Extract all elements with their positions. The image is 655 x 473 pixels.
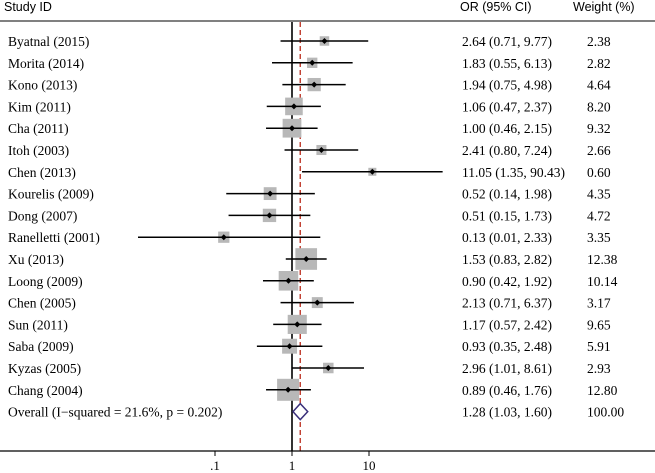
study-or-ci: 0.89 (0.46, 1.76)	[462, 383, 552, 398]
study-weight: 10.14	[587, 274, 618, 289]
study-or-ci: 0.90 (0.42, 1.92)	[462, 274, 552, 289]
study-weight: 12.80	[587, 383, 618, 398]
study-or-ci: 0.13 (0.01, 2.33)	[462, 230, 552, 245]
study-or-ci: 2.41 (0.80, 7.24)	[462, 143, 552, 158]
point-estimate	[285, 386, 292, 393]
study-label: Xu (2013)	[8, 252, 64, 267]
point-estimate	[311, 81, 318, 88]
overall-weight: 100.00	[587, 405, 624, 420]
study-or-ci: 2.96 (1.01, 8.61)	[462, 361, 552, 376]
study-or-ci: 2.64 (0.71, 9.77)	[462, 34, 552, 49]
study-weight: 5.91	[587, 339, 611, 354]
overall-or-ci: 1.28 (1.03, 1.60)	[462, 405, 552, 420]
header-weight: Weight (%)	[573, 0, 635, 14]
x-tick-label: .1	[210, 458, 220, 473]
study-label: Kono (2013)	[8, 78, 77, 93]
study-or-ci: 11.05 (1.35, 90.43)	[462, 165, 565, 180]
study-weight: 9.65	[587, 317, 611, 332]
study-weight: 4.72	[587, 208, 611, 223]
point-estimate	[303, 256, 310, 262]
overall-diamond	[291, 402, 309, 421]
point-estimate	[267, 190, 274, 197]
study-label: Chen (2005)	[8, 296, 76, 311]
study-or-ci: 0.51 (0.15, 1.73)	[462, 208, 552, 223]
study-or-ci: 0.52 (0.14, 1.98)	[462, 187, 552, 202]
plot-area: .1 1 10 Byatnal (2015) 2.64 (0.71, 9.77) 2.38…	[0, 22, 655, 473]
overall-label: Overall (I−squared = 21.6%, p = 0.202)	[8, 405, 222, 420]
study-weight: 2.66	[587, 143, 611, 158]
study-weight: 2.93	[587, 361, 611, 376]
study-label: Byatnal (2015)	[8, 34, 89, 49]
study-label: Sun (2011)	[8, 317, 68, 332]
study-label: Morita (2014)	[8, 56, 84, 71]
study-or-ci: 1.83 (0.55, 6.13)	[462, 56, 552, 71]
study-weight: 4.64	[587, 78, 611, 93]
study-label: Itoh (2003)	[8, 143, 69, 158]
study-weight: 3.35	[587, 230, 611, 245]
study-label: Kourelis (2009)	[8, 187, 94, 202]
study-or-ci: 0.93 (0.35, 2.48)	[462, 339, 552, 354]
point-estimate	[314, 299, 321, 306]
study-or-ci: 1.00 (0.46, 2.15)	[462, 121, 552, 136]
study-or-ci: 1.53 (0.83, 2.82)	[462, 252, 552, 267]
study-or-ci: 2.13 (0.71, 6.37)	[462, 296, 552, 311]
study-label: Kyzas (2005)	[8, 361, 81, 376]
study-or-ci: 1.06 (0.47, 2.37)	[462, 99, 552, 114]
point-estimate	[220, 234, 227, 241]
study-label: Cha (2011)	[8, 121, 69, 136]
study-label: Dong (2007)	[8, 208, 77, 223]
study-weight: 8.20	[587, 99, 611, 114]
study-weight: 3.17	[587, 296, 611, 311]
point-estimate	[294, 321, 301, 328]
point-estimate	[289, 125, 295, 132]
study-weight: 9.32	[587, 121, 611, 136]
point-estimate	[321, 38, 328, 44]
point-estimate	[285, 277, 292, 284]
study-label: Kim (2011)	[8, 99, 71, 114]
study-weight: 2.38	[587, 34, 611, 49]
study-or-ci: 1.17 (0.57, 2.42)	[462, 317, 552, 332]
study-or-ci: 1.94 (0.75, 4.98)	[462, 78, 552, 93]
point-estimate	[286, 343, 293, 350]
study-label: Ranelletti (2001)	[8, 230, 100, 245]
header-study-id: Study ID	[4, 0, 52, 14]
study-label: Chen (2013)	[8, 165, 76, 180]
point-estimate	[266, 212, 273, 219]
study-weight: 12.38	[587, 252, 618, 267]
point-estimate	[318, 147, 325, 153]
point-estimate	[325, 365, 332, 371]
point-estimate	[369, 168, 376, 175]
study-weight: 0.60	[587, 165, 611, 180]
x-tick-label: 1	[289, 458, 296, 473]
study-label: Saba (2009)	[8, 339, 74, 354]
study-label: Chang (2004)	[8, 383, 83, 398]
x-tick-label: 10	[363, 458, 376, 473]
point-estimate	[309, 59, 316, 66]
study-weight: 2.82	[587, 56, 611, 71]
header-or-ci: OR (95% CI)	[460, 0, 532, 14]
point-estimate	[290, 103, 297, 110]
study-weight: 4.35	[587, 187, 611, 202]
study-label: Loong (2009)	[8, 274, 83, 289]
